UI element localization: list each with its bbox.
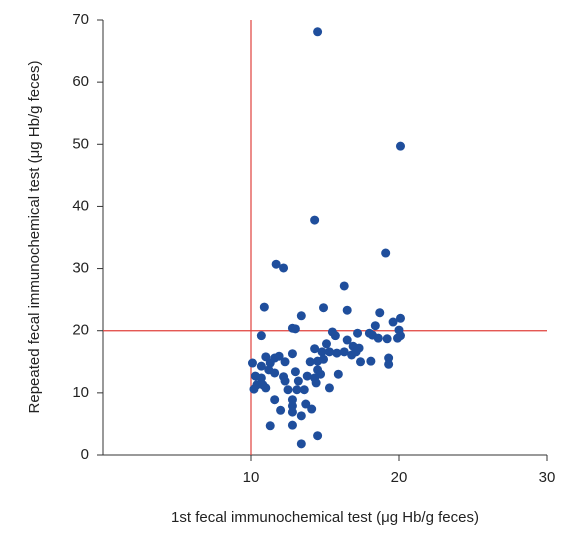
point — [384, 353, 394, 363]
point — [265, 358, 275, 368]
point — [311, 378, 321, 388]
x-axis-label: 1st fecal immunochemical test (μg Hb/g f… — [171, 509, 479, 526]
point — [274, 351, 284, 361]
point — [373, 333, 383, 343]
point — [356, 357, 366, 367]
point — [332, 348, 342, 358]
y-tick-label: 70 — [72, 11, 89, 28]
point — [330, 331, 340, 341]
point — [381, 248, 391, 258]
y-tick-label: 30 — [72, 260, 89, 277]
point — [370, 321, 380, 331]
point — [293, 376, 303, 386]
point — [276, 405, 286, 415]
point — [388, 317, 398, 327]
x-tick-label: 10 — [243, 469, 260, 486]
point — [296, 439, 306, 449]
point — [271, 259, 281, 269]
point — [317, 347, 327, 357]
point — [375, 308, 385, 318]
point — [287, 401, 297, 411]
point — [302, 371, 312, 381]
point — [313, 431, 323, 441]
point — [261, 352, 271, 362]
y-tick-label: 0 — [81, 446, 89, 463]
point — [265, 421, 275, 431]
point — [287, 407, 297, 417]
point — [259, 302, 269, 312]
point — [366, 356, 376, 366]
point — [353, 328, 363, 338]
point — [256, 331, 266, 341]
point — [382, 334, 392, 344]
point — [342, 305, 352, 315]
point — [256, 373, 266, 383]
point — [313, 27, 323, 37]
point — [301, 399, 311, 409]
point — [296, 411, 306, 421]
point — [287, 420, 297, 430]
point — [280, 376, 290, 386]
y-tick-label: 60 — [72, 73, 89, 90]
point — [305, 357, 315, 367]
point — [384, 359, 394, 369]
point — [287, 395, 297, 405]
point — [342, 335, 352, 345]
x-tick-label: 20 — [391, 469, 408, 486]
point — [270, 395, 280, 405]
point — [299, 385, 309, 395]
y-tick-label: 10 — [72, 384, 89, 401]
point — [321, 339, 331, 349]
y-tick-label: 50 — [72, 135, 89, 152]
point — [292, 385, 302, 395]
point — [247, 358, 257, 368]
y-tick-label: 40 — [72, 197, 89, 214]
point — [256, 361, 266, 371]
point — [339, 347, 349, 357]
point — [270, 368, 280, 378]
x-tick-label: 30 — [539, 469, 556, 486]
point — [290, 367, 300, 377]
point — [319, 303, 329, 313]
point — [280, 357, 290, 367]
y-axis-label: Repeated fecal immunochemical test (μg H… — [26, 61, 43, 414]
y-tick-label: 20 — [72, 322, 89, 339]
point — [296, 311, 306, 321]
point — [249, 384, 259, 394]
point — [324, 347, 334, 357]
point — [395, 141, 405, 151]
point — [395, 313, 405, 323]
point — [290, 324, 300, 334]
point — [319, 354, 329, 364]
point — [287, 349, 297, 359]
point — [279, 263, 289, 273]
point — [307, 404, 317, 414]
point — [310, 215, 320, 225]
point — [393, 333, 403, 343]
point — [339, 281, 349, 291]
point — [354, 343, 364, 353]
point — [324, 383, 334, 393]
point — [333, 369, 343, 379]
point — [310, 344, 320, 354]
point — [261, 383, 271, 393]
point — [283, 385, 293, 395]
